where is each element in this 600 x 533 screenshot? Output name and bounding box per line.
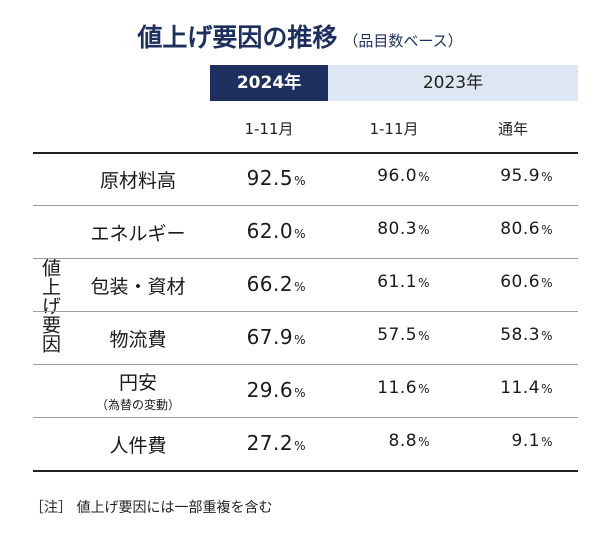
- chart-subtitle: （品目数ベース）: [343, 32, 463, 50]
- cell-value: 66.2%: [247, 272, 306, 296]
- row-label: 人件費: [78, 431, 198, 458]
- col-sub-2023-full-year: 通年: [497, 120, 528, 138]
- row-label-text: 人件費: [109, 434, 167, 457]
- cell-number: 96.0: [377, 165, 418, 186]
- cell-number: 80.3: [377, 218, 418, 239]
- cell-unit: %: [418, 275, 430, 290]
- cell-value: 67.9%: [247, 325, 306, 349]
- row-label-text: 物流費: [109, 328, 167, 351]
- row-label-text: エネルギー: [90, 222, 186, 245]
- cell-value: 11.4%: [500, 378, 553, 398]
- cell-unit: %: [294, 226, 306, 241]
- cell-unit: %: [418, 169, 430, 184]
- cell-value: 80.6%: [500, 219, 553, 239]
- cell-number: 9.1: [511, 430, 541, 451]
- cell-number: 57.5: [377, 324, 418, 345]
- cell-value: 60.6%: [500, 272, 553, 292]
- cell-unit: %: [541, 275, 553, 290]
- row-label-text: 円安: [118, 371, 157, 394]
- row-label: 物流費: [78, 325, 198, 352]
- row-label-note: （為替の変動）: [95, 397, 180, 412]
- col-sub-2023-jan-nov: 1-11月: [369, 120, 419, 138]
- row-divider: [33, 417, 578, 418]
- chart-title: 値上げ要因の推移: [137, 23, 338, 52]
- cell-value: 58.3%: [500, 325, 553, 345]
- cell-number: 60.6: [500, 271, 541, 292]
- cell-value: 95.9%: [500, 166, 553, 186]
- cell-value: 27.2%: [247, 431, 306, 455]
- cell-number: 58.3: [500, 324, 541, 345]
- cell-value: 62.0%: [247, 219, 306, 243]
- cell-unit: %: [294, 438, 306, 453]
- cell-number: 67.9: [246, 324, 294, 349]
- col-sub-2024-jan-nov: 1-11月: [244, 120, 294, 138]
- cell-number: 62.0: [246, 218, 294, 243]
- cell-value: 29.6%: [247, 378, 306, 402]
- cell-number: 27.2: [246, 430, 294, 455]
- cell-unit: %: [294, 332, 306, 347]
- cell-unit: %: [541, 381, 553, 396]
- row-label: 包装・資材: [78, 272, 198, 299]
- row-label: 原材料高: [78, 166, 198, 193]
- cell-number: 61.1: [377, 271, 418, 292]
- cell-number: 95.9: [500, 165, 541, 186]
- cell-number: 80.6: [500, 218, 541, 239]
- cell-value: 92.5%: [247, 166, 306, 190]
- header-2023: 2023年: [328, 65, 578, 101]
- cell-unit: %: [294, 279, 306, 294]
- cell-value: 57.5%: [377, 325, 430, 345]
- cell-number: 29.6: [246, 377, 294, 402]
- cell-unit: %: [418, 222, 430, 237]
- row-divider: [33, 205, 578, 206]
- cell-value: 96.0%: [377, 166, 430, 186]
- cell-number: 11.6: [377, 377, 418, 398]
- side-label: 値上げ要因: [39, 258, 61, 353]
- table-border-thick: [33, 470, 578, 472]
- footnote: ［注］ 値上げ要因には一部重複を含む: [30, 500, 273, 516]
- cell-unit: %: [541, 222, 553, 237]
- cell-unit: %: [541, 169, 553, 184]
- cell-number: 11.4: [500, 377, 541, 398]
- row-divider: [33, 364, 578, 365]
- cell-unit: %: [541, 328, 553, 343]
- cell-number: 92.5: [246, 165, 294, 190]
- cell-unit: %: [418, 381, 430, 396]
- cell-unit: %: [541, 434, 553, 449]
- cell-value: 61.1%: [377, 272, 430, 292]
- cell-unit: %: [294, 173, 306, 188]
- row-label-text: 包装・資材: [90, 275, 186, 298]
- chart-title-block: 値上げ要因の推移 （品目数ベース）: [0, 18, 600, 54]
- row-label: エネルギー: [78, 219, 198, 246]
- row-label: 円安 （為替の変動）: [78, 368, 198, 413]
- table-border-thick: [33, 152, 578, 154]
- cell-value: 8.8%: [389, 431, 430, 451]
- cell-unit: %: [418, 434, 430, 449]
- cell-value: 80.3%: [377, 219, 430, 239]
- cell-number: 66.2: [246, 271, 294, 296]
- row-divider: [33, 311, 578, 312]
- row-label-text: 原材料高: [99, 169, 176, 192]
- cell-value: 11.6%: [377, 378, 430, 398]
- cell-unit: %: [294, 385, 306, 400]
- header-2024: 2024年: [210, 65, 328, 101]
- cell-number: 8.8: [388, 430, 418, 451]
- row-divider: [33, 258, 578, 259]
- cell-unit: %: [418, 328, 430, 343]
- cell-value: 9.1%: [512, 431, 553, 451]
